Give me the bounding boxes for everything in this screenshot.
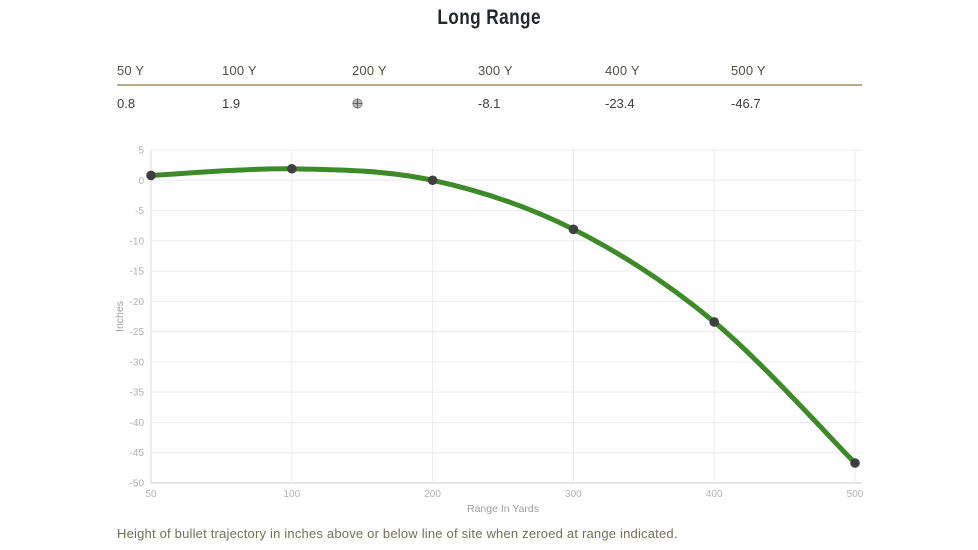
x-tick-label: 100 <box>283 489 300 500</box>
data-point-marker[interactable] <box>850 458 860 468</box>
y-tick-label: -25 <box>130 327 145 338</box>
x-tick-label: 50 <box>145 489 157 500</box>
y-axis-title: Inches <box>114 301 126 332</box>
chart-caption: Height of bullet trajectory in inches ab… <box>117 526 678 541</box>
y-tick-label: -20 <box>130 297 145 308</box>
page-title-text: Long Range <box>437 6 541 29</box>
table-header-500y: 500 Y <box>731 63 766 78</box>
y-tick-label: 5 <box>138 146 144 157</box>
y-tick-label: -15 <box>130 267 145 278</box>
y-tick-label: 0 <box>138 176 144 187</box>
x-tick-label: 400 <box>706 489 723 500</box>
data-point-marker[interactable] <box>427 175 438 186</box>
data-point-marker[interactable] <box>568 224 579 235</box>
y-tick-label: -30 <box>130 357 145 368</box>
table-header-300y: 300 Y <box>478 63 513 78</box>
table-header-400y: 400 Y <box>605 63 640 78</box>
y-tick-label: -5 <box>135 206 144 217</box>
trajectory-table-value-row: 0.8 1.9 -8.1 -23.4 -46.7 <box>117 96 862 111</box>
y-tick-label: -40 <box>130 418 145 429</box>
x-axis-title: Range In Yards <box>467 503 539 515</box>
table-header-rule <box>117 84 862 86</box>
table-value-50y: 0.8 <box>117 96 136 111</box>
data-point-marker[interactable] <box>146 170 156 181</box>
table-value-200y <box>352 96 478 111</box>
table-header-200y: 200 Y <box>352 63 387 78</box>
scope-zero-crosshair-icon <box>352 98 363 109</box>
y-tick-label: -45 <box>130 448 145 459</box>
page-title: Long Range <box>0 6 978 30</box>
table-value-400y: -23.4 <box>605 96 635 111</box>
x-tick-label: 200 <box>424 489 441 500</box>
table-header-50y: 50 Y <box>117 63 145 78</box>
data-point-marker[interactable] <box>287 163 297 174</box>
y-tick-label: -35 <box>130 388 145 399</box>
trajectory-table-header-row: 50 Y 100 Y 200 Y 300 Y 400 Y 500 Y <box>117 60 862 82</box>
table-value-500y: -46.7 <box>731 96 761 111</box>
trajectory-chart: 5 0 -5 -10 -15 -20 -25 -30 -35 -40 -45 -50 50 100 200 3… <box>108 138 878 523</box>
table-header-100y: 100 Y <box>222 63 257 78</box>
x-tick-label: 500 <box>847 489 864 500</box>
trajectory-table: 50 Y 100 Y 200 Y 300 Y 400 Y 500 Y 0.8 1… <box>117 60 862 111</box>
y-tick-label: -10 <box>130 236 145 247</box>
y-tick-label: -50 <box>130 479 145 490</box>
table-value-300y: -8.1 <box>478 96 501 111</box>
x-tick-label: 300 <box>565 489 582 500</box>
data-point-marker[interactable] <box>709 317 719 327</box>
trajectory-line <box>148 166 858 466</box>
table-value-100y: 1.9 <box>222 96 241 111</box>
